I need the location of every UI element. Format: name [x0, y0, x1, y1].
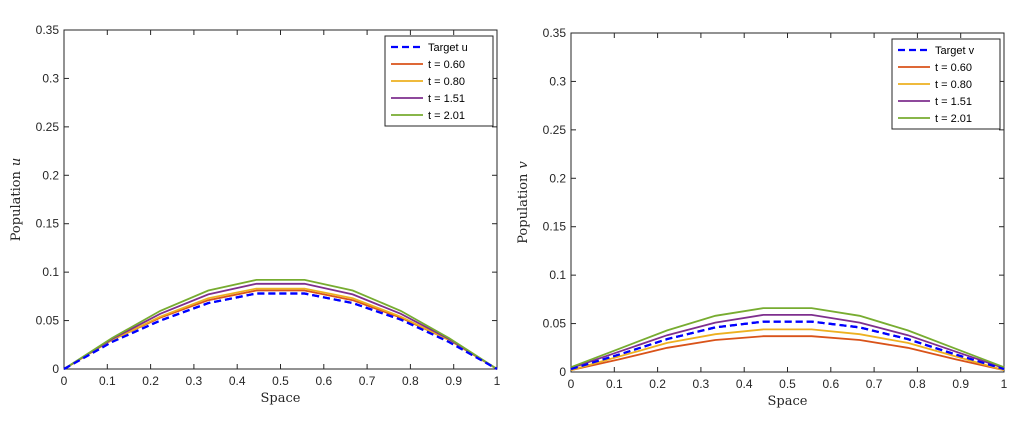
- x-axis-label: Space: [261, 391, 301, 406]
- x-tick-label: 0.8: [402, 374, 419, 388]
- y-tick-label: 0.15: [543, 220, 567, 234]
- y-tick-label: 0.05: [543, 317, 567, 331]
- x-tick-label: 0: [61, 374, 68, 388]
- x-tick-label: 0.5: [272, 374, 289, 388]
- x-tick-label: 0.3: [693, 377, 710, 391]
- x-tick-label: 0.1: [606, 377, 623, 391]
- series-line-4: [570, 307, 1005, 369]
- legend: Target v t = 0.60 t = 0.80 t = 1.51 t = 2.01: [891, 38, 1001, 130]
- x-tick-label: 0: [568, 377, 575, 391]
- legend-entry-label: t = 1.51: [935, 96, 972, 108]
- y-axis-label-text: Population: [516, 173, 531, 244]
- y-tick-label: 0.05: [36, 314, 60, 328]
- y-tick-label: 0.35: [36, 23, 60, 37]
- y-axis-label-text: Population: [9, 170, 24, 241]
- legend-entry-label: t = 0.60: [935, 62, 972, 74]
- x-tick-label: 0.7: [359, 374, 376, 388]
- y-tick-label: 0.15: [36, 217, 60, 231]
- x-tick-label: 0.6: [315, 374, 332, 388]
- x-tick-label: 0.6: [822, 377, 839, 391]
- series-line-3: [63, 282, 498, 370]
- x-tick-label: 0.9: [445, 374, 462, 388]
- x-tick-label: 1: [1001, 377, 1008, 391]
- legend: Target u t = 0.60 t = 0.80 t = 1.51 t = 2.01: [384, 35, 494, 127]
- y-tick-label: 0.2: [42, 168, 59, 182]
- x-axis-label: Space: [768, 394, 808, 409]
- legend-entry-label: Target v: [935, 45, 975, 57]
- y-axis-label: Population u: [9, 158, 24, 242]
- legend-entry-label: t = 0.80: [428, 76, 465, 88]
- chart-v-panel: 0 0.05 0.1 0.15 0.2 0.25 0.3 0.35 0 0.1 0.2 0.3 0.4 0…: [516, 26, 1008, 409]
- series-line-3: [570, 313, 1005, 369]
- y-axis-label: Population v: [516, 161, 531, 244]
- legend-entry-label: t = 2.01: [428, 110, 465, 122]
- legend-entry-label: t = 0.60: [428, 59, 465, 71]
- x-tick-label: 0.5: [779, 377, 796, 391]
- legend-entry-label: t = 0.80: [935, 79, 972, 91]
- series-line-2: [570, 328, 1005, 371]
- x-tick-label: 0.8: [909, 377, 926, 391]
- y-tick-label: 0.25: [36, 120, 60, 134]
- y-axis-label-symbol: u: [9, 158, 24, 166]
- x-tick-label: 1: [494, 374, 501, 388]
- y-tick-label: 0.35: [543, 26, 567, 40]
- legend-entry-label: t = 1.51: [428, 93, 465, 105]
- x-tick-label: 0.9: [952, 377, 969, 391]
- x-tick-label: 0.3: [186, 374, 203, 388]
- y-axis-label-symbol: v: [516, 161, 531, 169]
- x-tick-label: 0.2: [649, 377, 666, 391]
- series-line-target-overlay: [63, 292, 498, 370]
- series-line-1: [570, 335, 1005, 371]
- legend-entry-label: Target u: [428, 42, 468, 54]
- y-tick-label: 0: [52, 362, 59, 376]
- y-tick-label: 0: [559, 365, 566, 379]
- y-tick-label: 0.25: [543, 123, 567, 137]
- x-tick-label: 0.2: [142, 374, 159, 388]
- y-tick-label: 0.3: [42, 71, 59, 85]
- series-line-2: [63, 287, 498, 370]
- x-tick-label: 0.7: [866, 377, 883, 391]
- y-tick-label: 0.3: [549, 74, 566, 88]
- x-tick-label: 0.4: [736, 377, 753, 391]
- y-tick-label: 0.2: [549, 171, 566, 185]
- chart-u-panel: 0 0.05 0.1 0.15 0.2 0.25 0.3 0.35 0 0.1 0.2 0.3 0.4 0…: [9, 23, 501, 406]
- x-tick-label: 0.4: [229, 374, 246, 388]
- series-line-target-overlay: [570, 320, 1005, 371]
- series-line-4: [63, 278, 498, 370]
- x-tick-label: 0.1: [99, 374, 116, 388]
- legend-entry-label: t = 2.01: [935, 113, 972, 125]
- y-tick-label: 0.1: [549, 268, 566, 282]
- y-tick-label: 0.1: [42, 265, 59, 279]
